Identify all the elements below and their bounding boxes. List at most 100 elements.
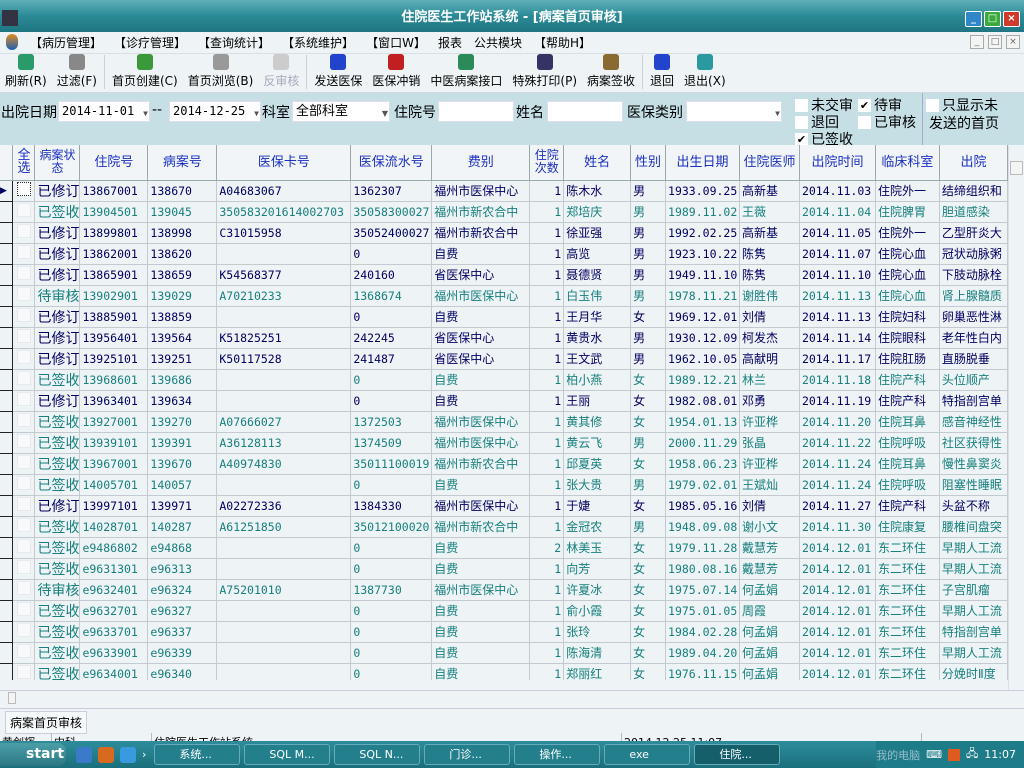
- menu-item[interactable]: 【诊疗管理】: [114, 35, 187, 50]
- menu-item[interactable]: 报表: [437, 35, 462, 50]
- row-indicator[interactable]: [0, 264, 14, 286]
- toolbar-button[interactable]: 医保冲销: [367, 54, 425, 89]
- row-indicator[interactable]: [0, 663, 14, 680]
- toolbar-button[interactable]: 退出(X): [679, 54, 731, 89]
- table-row[interactable]: 已签收 13968601 139686 0 自费 1 柏小燕女 1989.12.21 林兰 201…: [0, 369, 1008, 391]
- table-row[interactable]: 已修订 13963401 139634 0 自费 1 王丽女 1982.08.01 邓勇 2014…: [0, 390, 1008, 412]
- toolbar-button[interactable]: 病案签收: [582, 54, 640, 89]
- row-checkbox[interactable]: [12, 306, 36, 328]
- clock[interactable]: 11:07: [984, 748, 1016, 761]
- table-row[interactable]: 已签收 e9633701 e96337 0 自费 1 张玲女 1984.02.28 何孟娟 201…: [0, 621, 1008, 643]
- row-checkbox[interactable]: [12, 537, 36, 559]
- menu-item[interactable]: 【查询统计】: [198, 35, 271, 50]
- row-checkbox[interactable]: [12, 180, 36, 202]
- row-checkbox[interactable]: [12, 285, 36, 307]
- row-indicator[interactable]: [0, 306, 14, 328]
- status-filter-checkbox[interactable]: 已审核: [858, 112, 916, 132]
- table-row[interactable]: 已修订 13862001 138620 0 自费 1 高览男 1923.10.22 陈隽 2014…: [0, 243, 1008, 265]
- table-row[interactable]: 待审核 13902901 139029 A70210233 1368674 福州市医保中心…: [0, 285, 1008, 307]
- row-indicator[interactable]: [0, 348, 14, 370]
- row-checkbox[interactable]: [12, 516, 36, 538]
- toolbar-button[interactable]: 特殊打印(P): [507, 54, 582, 89]
- table-row[interactable]: 已签收 13904501 139045 350583201614002703 35058…: [0, 201, 1008, 223]
- column-header[interactable]: 医保流水号: [350, 145, 433, 181]
- row-checkbox[interactable]: [12, 474, 36, 496]
- row-indicator[interactable]: [0, 558, 14, 580]
- maximize-button[interactable]: □: [984, 11, 1001, 27]
- dropdown-arrow-icon[interactable]: ▼: [381, 109, 388, 118]
- table-row[interactable]: 已签收 e9634001 e96340 0 自费 1 郑丽红女 1976.11.15 何孟娟 20…: [0, 663, 1008, 680]
- column-header[interactable]: 临床科室: [875, 145, 940, 181]
- column-header[interactable]: 姓名: [563, 145, 632, 181]
- quicklaunch-icon[interactable]: [98, 746, 114, 763]
- row-checkbox[interactable]: [12, 243, 36, 265]
- row-checkbox[interactable]: [12, 411, 36, 433]
- column-header[interactable]: 医保卡号: [216, 145, 352, 181]
- row-checkbox[interactable]: [12, 201, 36, 223]
- row-indicator[interactable]: [0, 537, 14, 559]
- keyboard-icon[interactable]: ⌨: [926, 748, 943, 761]
- table-row[interactable]: 已签收 e9632701 e96327 0 自费 1 俞小霞女 1975.01.05 周霞 201…: [0, 600, 1008, 622]
- row-indicator[interactable]: [0, 642, 14, 664]
- checkbox-box[interactable]: ✔: [795, 132, 808, 146]
- toolbar-button[interactable]: 过滤(F): [52, 54, 102, 89]
- table-row[interactable]: 已修订 13925101 139251 K50117528 241487 省医保中心 1 王文…: [0, 348, 1008, 370]
- column-header[interactable]: 出院时间: [799, 145, 876, 181]
- mdi-restore-button[interactable]: □: [988, 35, 1002, 49]
- table-row[interactable]: 已签收 e9633901 e96339 0 自费 1 陈海清女 1989.04.20 何孟娟 20…: [0, 642, 1008, 664]
- toolbar-button[interactable]: 刷新(R): [0, 54, 52, 89]
- dropdown-arrow-icon[interactable]: ▼: [254, 109, 259, 118]
- network-icon[interactable]: 🖧: [966, 747, 979, 760]
- horizontal-scrollbar[interactable]: [0, 690, 1024, 705]
- row-indicator[interactable]: [0, 516, 14, 538]
- date-from-picker[interactable]: 2014-11-01 ▼: [58, 101, 150, 122]
- checkbox-box[interactable]: [795, 98, 808, 112]
- row-indicator[interactable]: [0, 621, 14, 643]
- taskbar-task[interactable]: SQL M...: [244, 744, 331, 765]
- app-icon[interactable]: [2, 10, 18, 26]
- row-checkbox[interactable]: [12, 264, 36, 286]
- start-button[interactable]: start: [0, 743, 66, 766]
- toolbar-button[interactable]: 退回: [645, 54, 679, 89]
- row-checkbox[interactable]: [12, 432, 36, 454]
- row-indicator[interactable]: [0, 495, 14, 517]
- row-checkbox[interactable]: [12, 327, 36, 349]
- taskbar-task[interactable]: 门诊...: [424, 744, 511, 765]
- table-row[interactable]: 已签收 e9486802 e94868 0 自费 2 林美玉女 1979.11.28 戴慧芳 20…: [0, 537, 1008, 559]
- menu-item[interactable]: 【系统维护】: [282, 35, 355, 50]
- row-checkbox[interactable]: [12, 495, 36, 517]
- status-filter-checkbox[interactable]: ✔ 已签收: [795, 129, 853, 149]
- row-indicator[interactable]: [0, 369, 14, 391]
- table-row[interactable]: 已签收 14028701 140287 A61251850 35012100020 福州市…: [0, 516, 1008, 538]
- row-indicator[interactable]: [0, 474, 14, 496]
- row-checkbox[interactable]: [12, 390, 36, 412]
- toolbar-button[interactable]: 发送医保: [309, 54, 367, 89]
- my-computer-link[interactable]: 我的电脑: [876, 748, 921, 762]
- column-header[interactable]: 性别: [630, 145, 667, 181]
- row-indicator[interactable]: ▶: [0, 180, 14, 202]
- column-header[interactable]: 住院医师: [739, 145, 800, 181]
- column-header[interactable]: 住院号: [79, 145, 149, 181]
- row-indicator[interactable]: [0, 390, 14, 412]
- checkbox-box[interactable]: [926, 98, 939, 112]
- row-checkbox[interactable]: [12, 222, 36, 244]
- row-indicator[interactable]: [0, 327, 14, 349]
- table-row[interactable]: 已签收 14005701 140057 0 自费 1 张大贵男 1979.02.01 王斌灿 20…: [0, 474, 1008, 496]
- dept-select[interactable]: 全部科室 ▼: [292, 101, 390, 122]
- select-all-header[interactable]: 全选: [12, 145, 36, 181]
- table-row[interactable]: 已修订 13956401 139564 K51825251 242245 省医保中心 1 黄贵…: [0, 327, 1008, 349]
- taskbar-task[interactable]: SQL N...: [334, 744, 421, 765]
- table-row[interactable]: 已修订 13997101 139971 A02272336 1384330 福州市医保中心…: [0, 495, 1008, 517]
- table-row[interactable]: 已签收 13967001 139670 A40974830 35011100019 福州市…: [0, 453, 1008, 475]
- row-checkbox[interactable]: [12, 558, 36, 580]
- menu-item[interactable]: 【病历管理】: [30, 35, 103, 50]
- tray-icon[interactable]: [948, 748, 961, 761]
- date-to-picker[interactable]: 2014-12-25 ▼: [169, 101, 261, 122]
- row-checkbox[interactable]: [12, 600, 36, 622]
- row-checkbox[interactable]: [12, 348, 36, 370]
- close-button[interactable]: ×: [1003, 11, 1020, 27]
- row-indicator[interactable]: [0, 579, 14, 601]
- minimize-button[interactable]: _: [965, 11, 982, 27]
- expand-arrow-icon[interactable]: ›: [142, 748, 147, 761]
- column-header[interactable]: 出生日期: [665, 145, 741, 181]
